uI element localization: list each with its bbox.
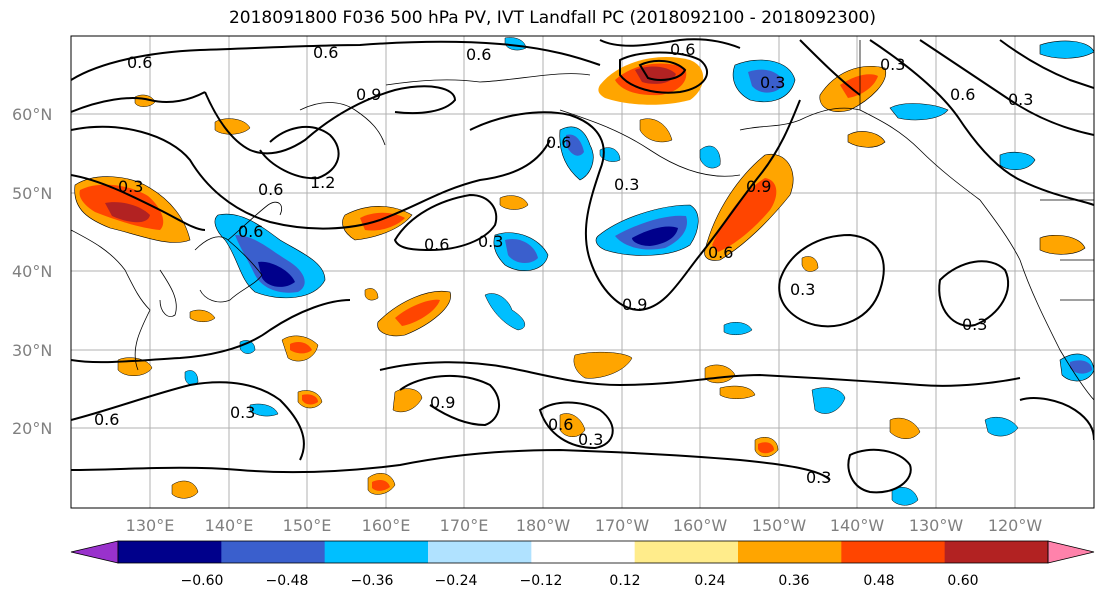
svg-text:0.3: 0.3 (1008, 90, 1033, 109)
svg-text:0.6: 0.6 (258, 180, 283, 199)
lon-label: 180°W (516, 516, 571, 535)
svg-text:0.6: 0.6 (950, 85, 975, 104)
latitude-labels: 60°N 50°N 40°N 30°N 20°N (12, 105, 52, 438)
colorbar-tick-label: 0.24 (694, 573, 725, 589)
svg-text:0.3: 0.3 (118, 177, 143, 196)
svg-text:0.9: 0.9 (430, 393, 455, 412)
colorbar (70, 540, 1095, 564)
svg-text:0.9: 0.9 (356, 85, 381, 104)
svg-text:0.3: 0.3 (880, 55, 905, 74)
colorbar-segment (428, 541, 532, 563)
svg-text:0.6: 0.6 (424, 235, 449, 254)
colorbar-segment (118, 541, 222, 563)
colorbar-segment (944, 541, 1049, 563)
lon-label: 160°E (362, 516, 411, 535)
svg-text:0.3: 0.3 (790, 280, 815, 299)
svg-text:0.6: 0.6 (546, 133, 571, 152)
svg-text:0.3: 0.3 (478, 232, 503, 251)
svg-text:1.2: 1.2 (310, 173, 335, 192)
colorbar-tick-label: 0.36 (778, 573, 809, 589)
colorbar-tick-label: −0.36 (351, 573, 394, 589)
contour-labels: 0.6 0.6 0.6 0.9 0.3 0.6 0.6 1.2 0.6 0.3 … (94, 40, 1033, 487)
longitude-labels: 130°E 140°E 150°E 160°E 170°E 180°W 170°… (126, 516, 1043, 535)
ivt-contours (71, 38, 1094, 494)
colorbar-ticks: −0.60 −0.48 −0.36 −0.24 −0.12 0.12 0.24 … (181, 573, 979, 589)
svg-text:0.6: 0.6 (466, 45, 491, 64)
svg-text:0.3: 0.3 (806, 468, 831, 487)
colorbar-tick-label: 0.12 (609, 573, 640, 589)
colorbar-extend-left (70, 540, 119, 564)
lon-label: 150°E (283, 516, 332, 535)
colorbar-segment (841, 541, 946, 563)
colorbar-segment (634, 541, 739, 563)
svg-text:0.6: 0.6 (670, 40, 695, 59)
colorbar-frame (117, 540, 1049, 564)
lon-label: 130°W (909, 516, 964, 535)
lon-label: 170°E (440, 516, 489, 535)
svg-text:0.6: 0.6 (708, 243, 733, 262)
svg-text:0.3: 0.3 (760, 73, 785, 92)
lon-label: 130°E (126, 516, 175, 535)
colorbar-tick-label: 0.48 (863, 573, 894, 589)
colorbar-segment (324, 541, 429, 563)
svg-text:0.9: 0.9 (622, 295, 647, 314)
colorbar-segment (221, 541, 326, 563)
svg-text:0.6: 0.6 (313, 43, 338, 62)
colorbar-tick-label: −0.12 (520, 573, 563, 589)
svg-text:0.3: 0.3 (230, 403, 255, 422)
svg-text:0.3: 0.3 (578, 430, 603, 449)
pv-shading (74, 37, 1094, 506)
lon-label: 150°W (752, 516, 807, 535)
colorbar-extend-right (1047, 540, 1095, 564)
map-title: 2018091800 F036 500 hPa PV, IVT Landfall… (228, 8, 876, 28)
colorbar-tick-label: −0.60 (181, 573, 224, 589)
lat-label: 20°N (12, 419, 52, 438)
lon-label: 170°W (595, 516, 650, 535)
lat-label: 60°N (12, 105, 52, 124)
lat-label: 30°N (12, 341, 52, 360)
lat-label: 40°N (12, 262, 52, 281)
lat-label: 50°N (12, 184, 52, 203)
svg-text:0.9: 0.9 (746, 177, 771, 196)
coastlines (71, 40, 1094, 401)
colorbar-tick-label: 0.60 (947, 573, 978, 589)
lon-label: 160°W (673, 516, 728, 535)
svg-text:0.6: 0.6 (548, 415, 573, 434)
svg-text:0.3: 0.3 (614, 175, 639, 194)
svg-text:0.3: 0.3 (962, 315, 987, 334)
colorbar-segment (738, 541, 842, 563)
svg-text:0.6: 0.6 (94, 410, 119, 429)
lon-label: 140°E (205, 516, 254, 535)
lon-label: 140°W (830, 516, 885, 535)
colorbar-segment (531, 541, 636, 563)
map-frame (70, 35, 1095, 509)
lon-label: 120°W (988, 516, 1043, 535)
colorbar-tick-label: −0.24 (435, 573, 478, 589)
svg-text:0.6: 0.6 (238, 222, 263, 241)
svg-text:0.6: 0.6 (127, 53, 152, 72)
colorbar-tick-label: −0.48 (266, 573, 309, 589)
